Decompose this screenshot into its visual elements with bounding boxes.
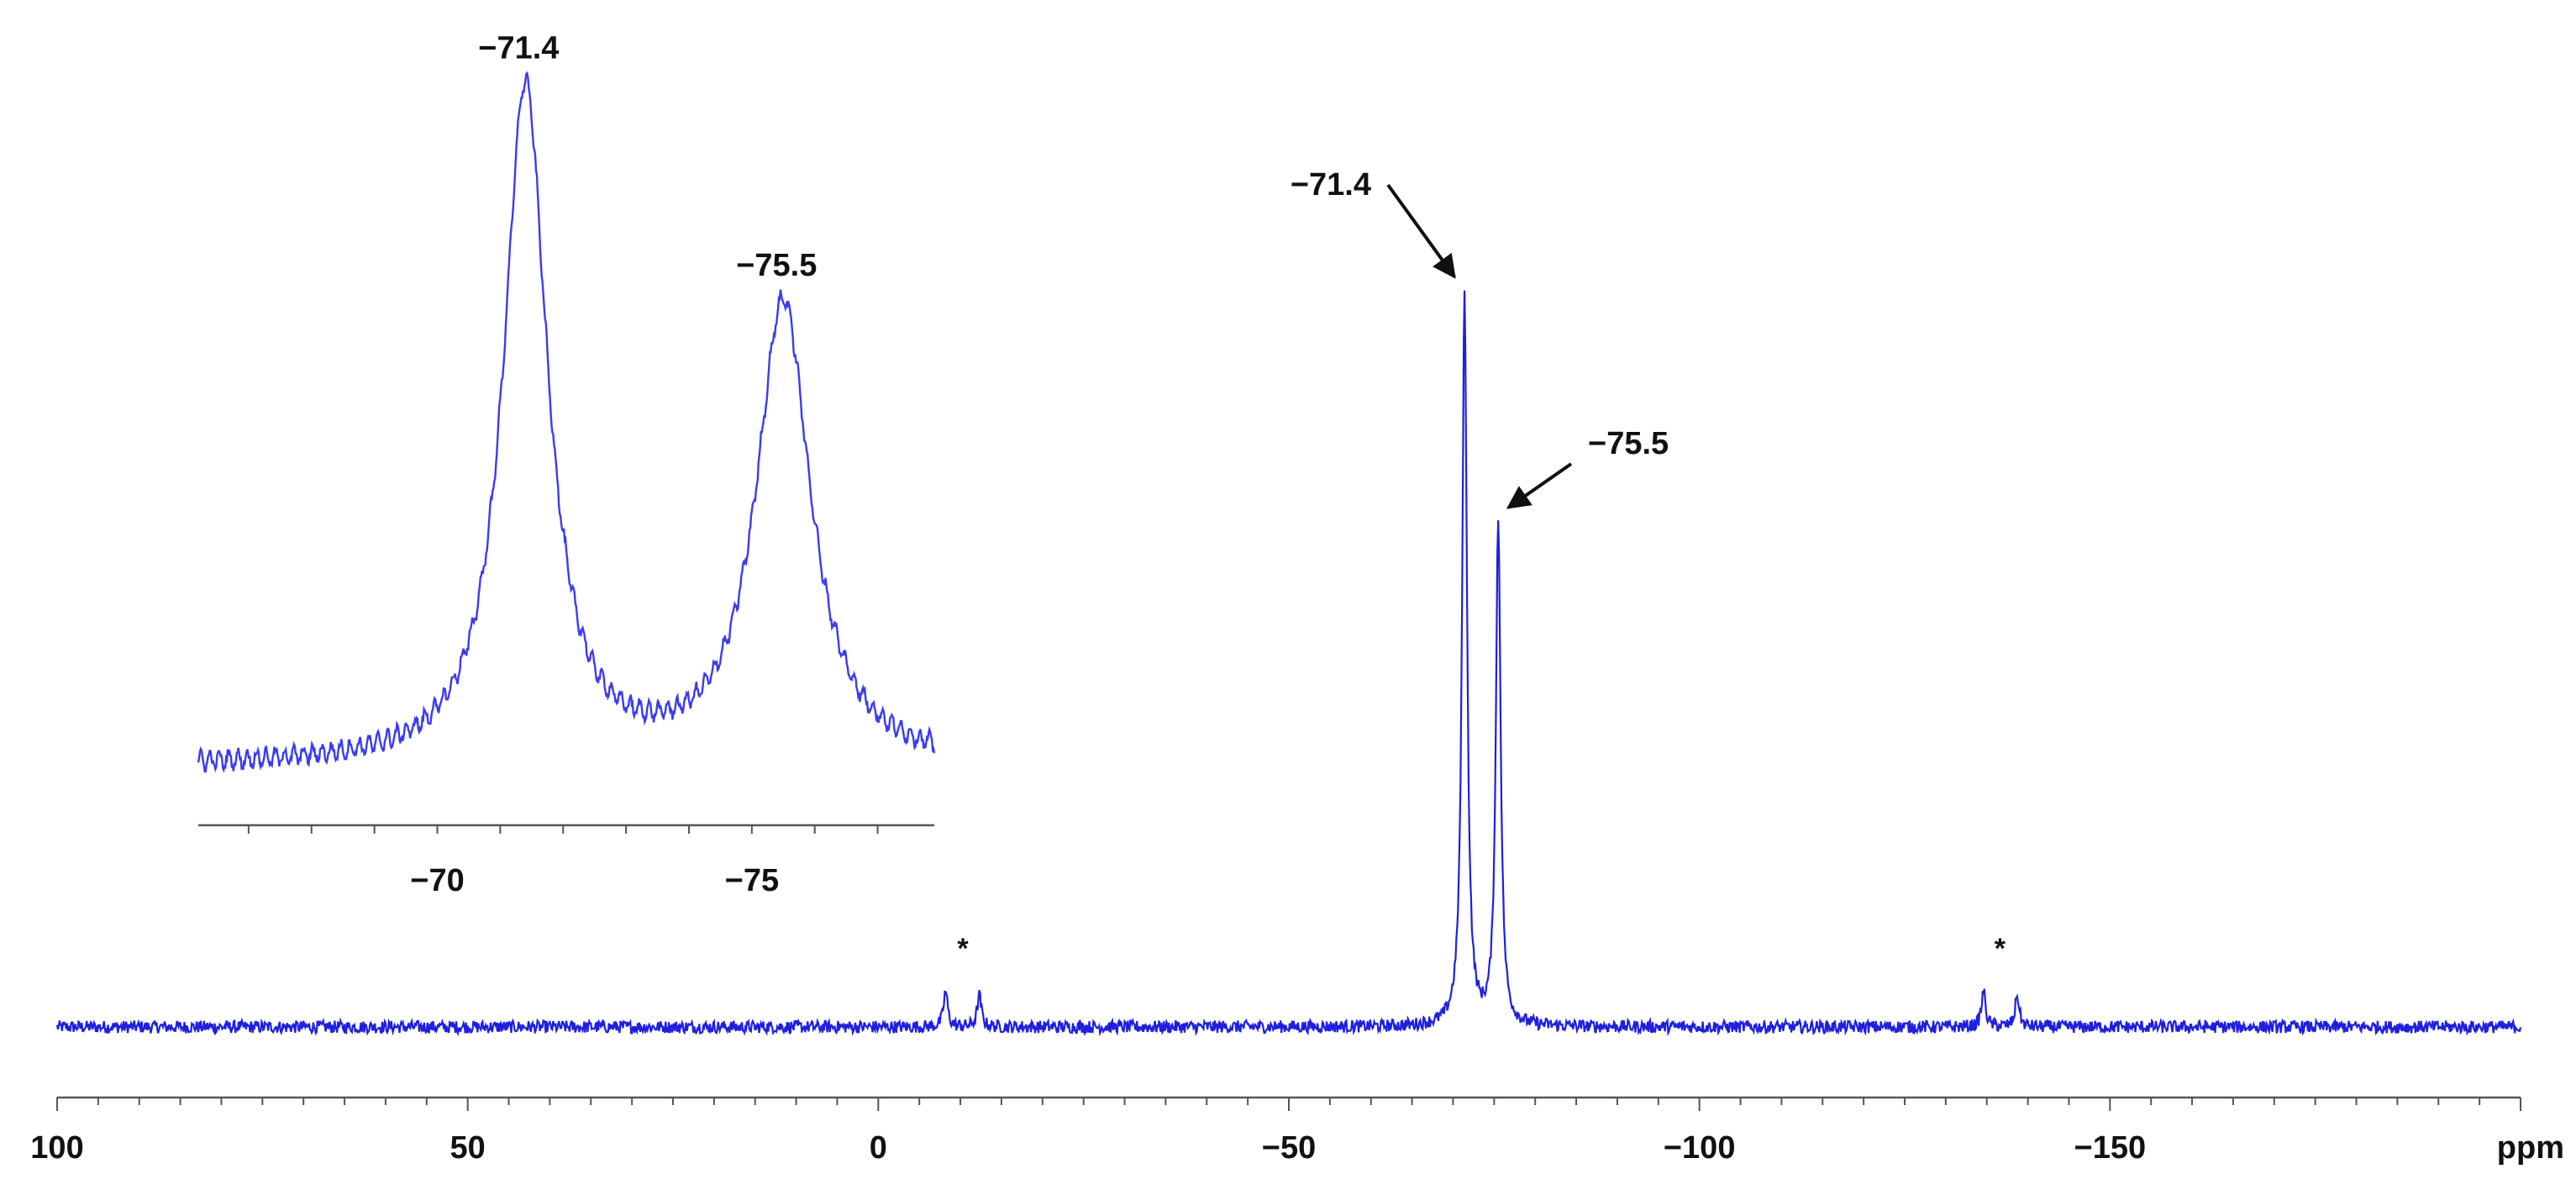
x-tick-label: 0 bbox=[870, 1130, 887, 1166]
peak-label: −75.5 bbox=[736, 248, 817, 283]
x-tick-label: 100 bbox=[30, 1130, 83, 1166]
inset-annotations: −71.4 −75.5 bbox=[478, 30, 817, 283]
inset-x-tick-labels: −70 −75 bbox=[410, 863, 779, 898]
main-spectrum-trace bbox=[55, 290, 2522, 1037]
peak-label: −71.4 bbox=[478, 30, 559, 66]
x-axis-unit-label: ppm bbox=[2497, 1130, 2564, 1166]
main-x-axis bbox=[56, 1096, 2521, 1111]
main-annotations: −71.4 −75.5 * * bbox=[957, 167, 2006, 965]
x-tick-label: −70 bbox=[410, 863, 464, 898]
x-tick-label: −50 bbox=[1262, 1130, 1316, 1166]
inset-spectrum: −70 −75 −71.4 −75.5 bbox=[197, 30, 936, 898]
x-tick-label: 50 bbox=[450, 1130, 486, 1166]
x-tick-label: −75 bbox=[725, 863, 779, 898]
x-tick-label: −150 bbox=[2074, 1130, 2147, 1166]
inset-spectrum-trace bbox=[197, 71, 936, 774]
spinning-sideband-marker: * bbox=[957, 933, 969, 965]
peak-arrow bbox=[1386, 183, 1456, 279]
peak-arrow bbox=[1506, 462, 1573, 509]
spinning-sideband-marker: * bbox=[1995, 933, 2006, 965]
inset-x-axis bbox=[198, 824, 934, 834]
peak-label: −71.4 bbox=[1291, 167, 1371, 203]
peak-label: −75.5 bbox=[1588, 426, 1669, 461]
main-x-tick-labels: 100 50 0 −50 −100 −150 bbox=[30, 1130, 2146, 1166]
x-tick-label: −100 bbox=[1664, 1130, 1736, 1166]
main-spectrum: 100 50 0 −50 −100 −150 ppm −71.4 −75.5 * * bbox=[30, 167, 2564, 1166]
